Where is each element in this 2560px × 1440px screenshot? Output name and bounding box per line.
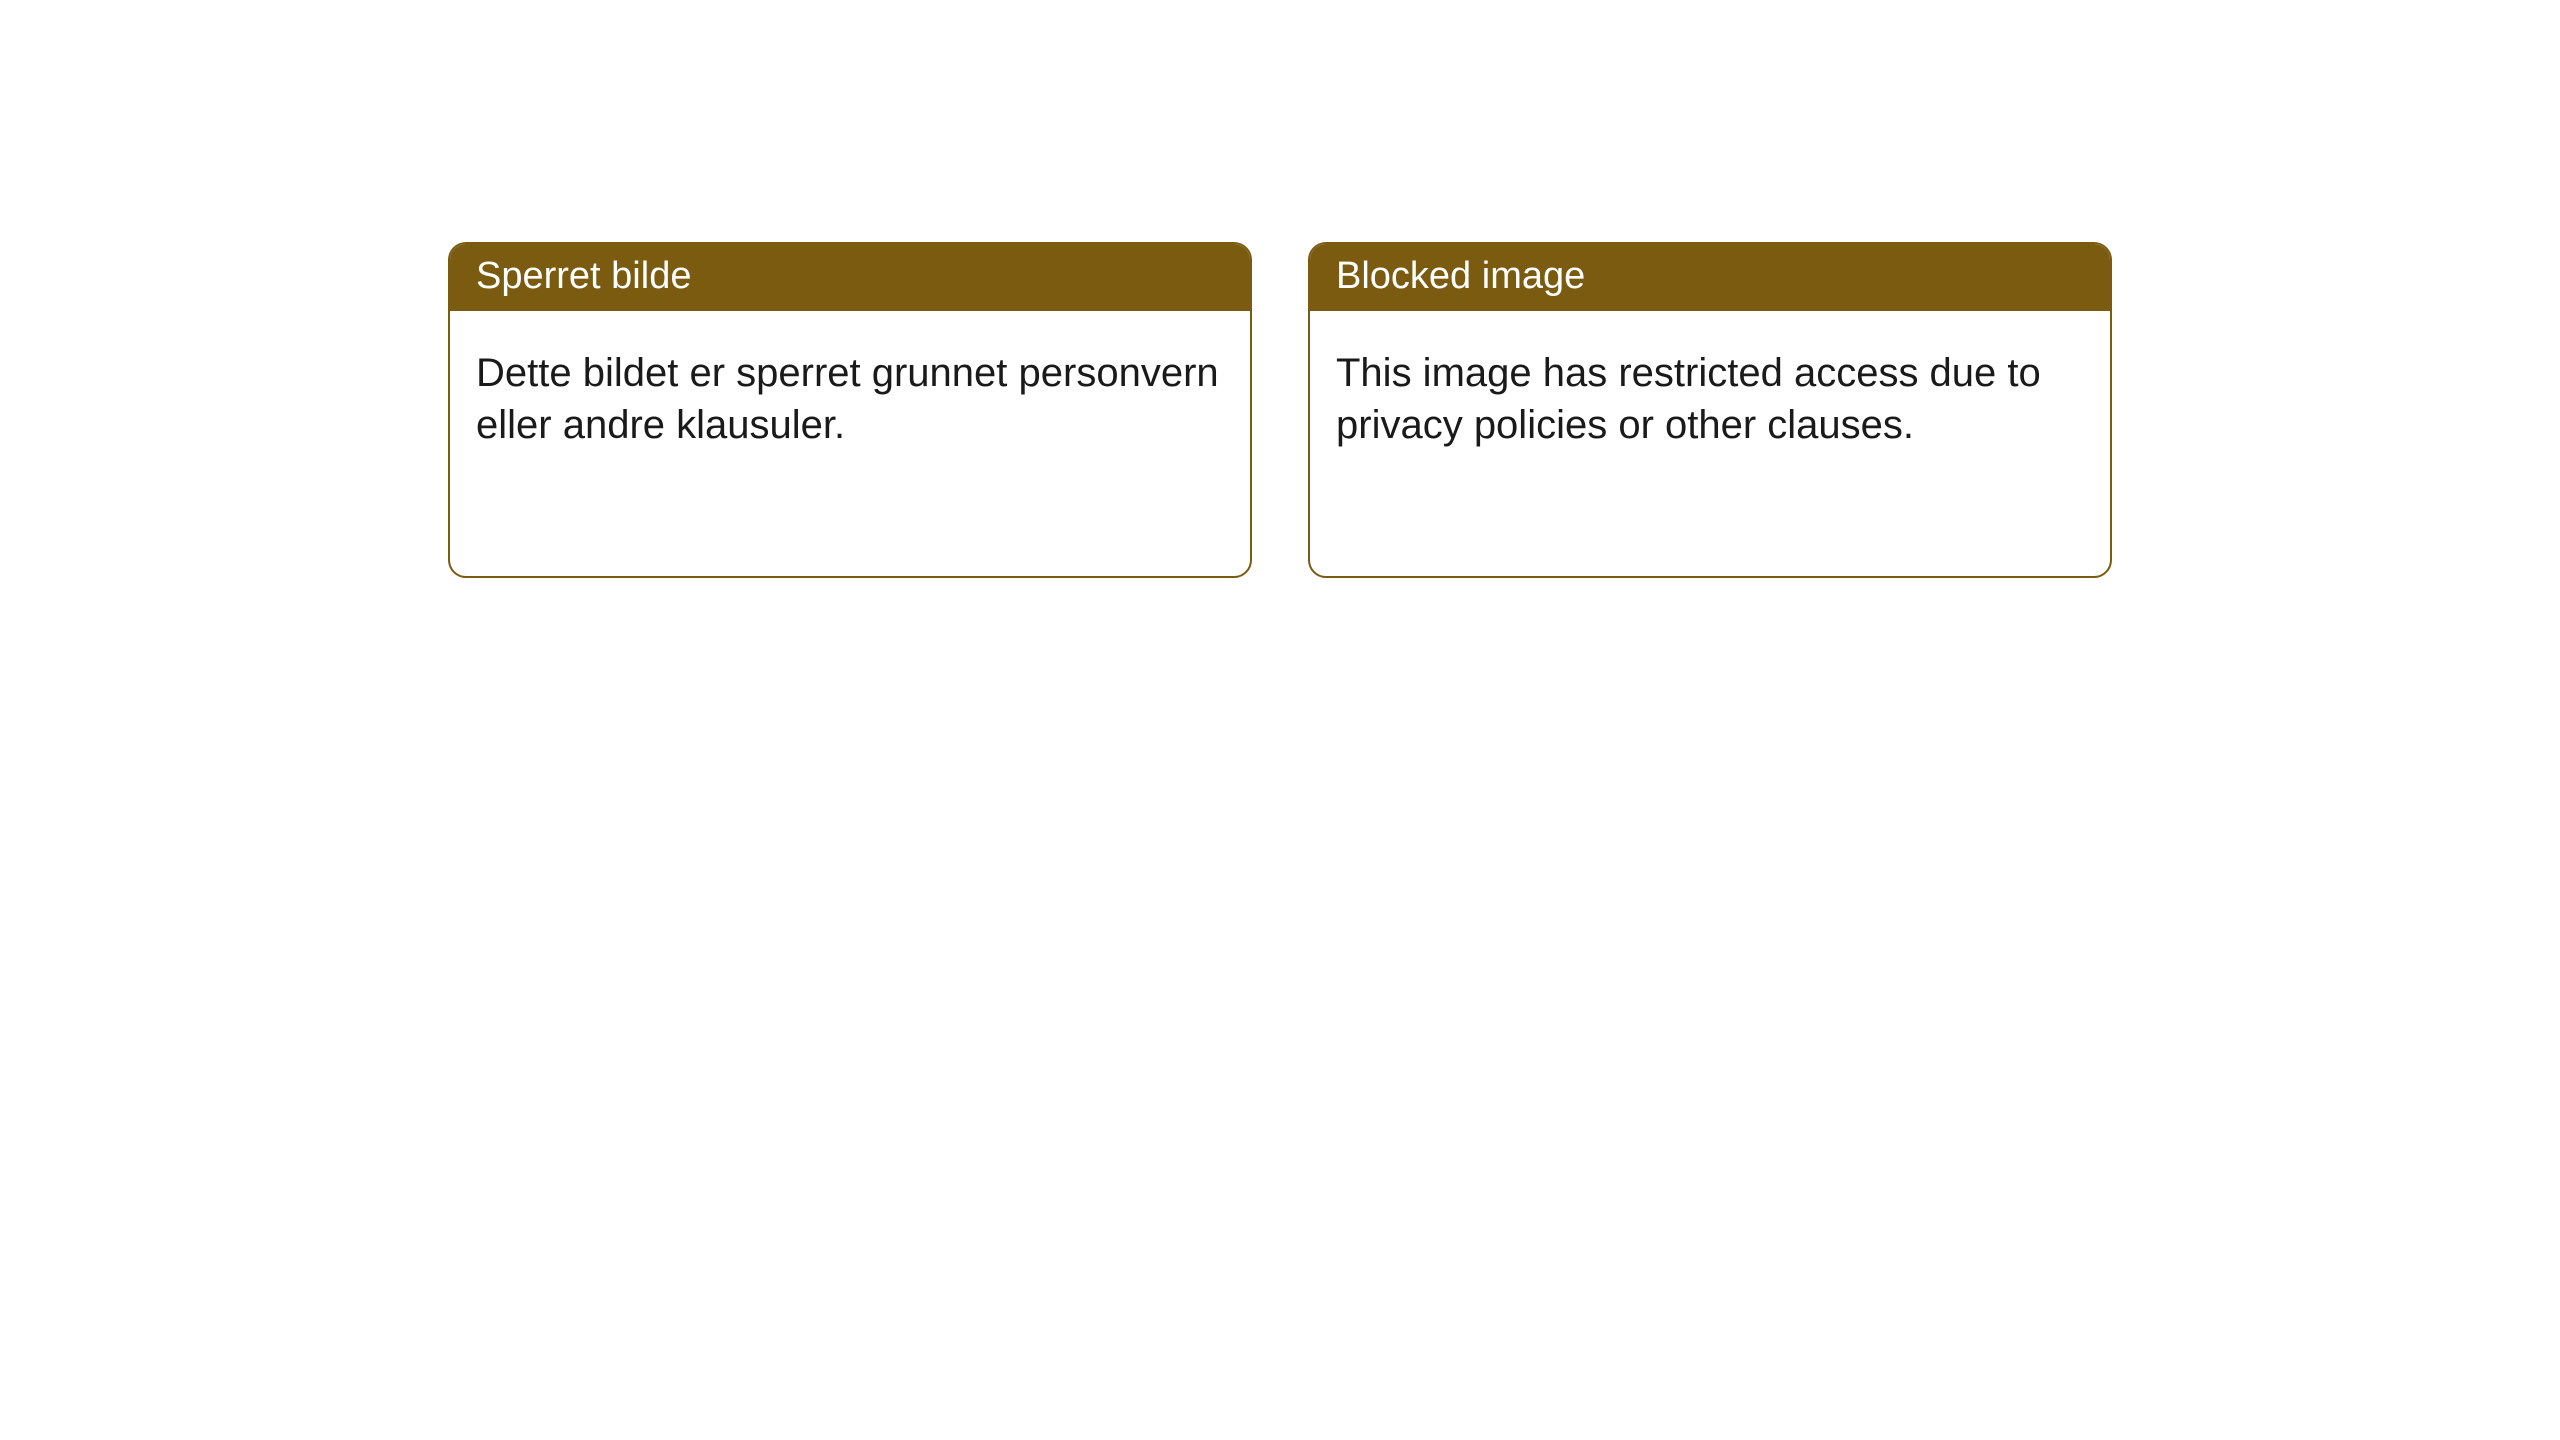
notice-title: Sperret bilde <box>450 244 1250 311</box>
notice-card-english: Blocked image This image has restricted … <box>1308 242 2112 578</box>
notice-card-norwegian: Sperret bilde Dette bildet er sperret gr… <box>448 242 1252 578</box>
notice-container: Sperret bilde Dette bildet er sperret gr… <box>0 0 2560 578</box>
notice-body: This image has restricted access due to … <box>1310 311 2110 487</box>
notice-body: Dette bildet er sperret grunnet personve… <box>450 311 1250 487</box>
notice-title: Blocked image <box>1310 244 2110 311</box>
